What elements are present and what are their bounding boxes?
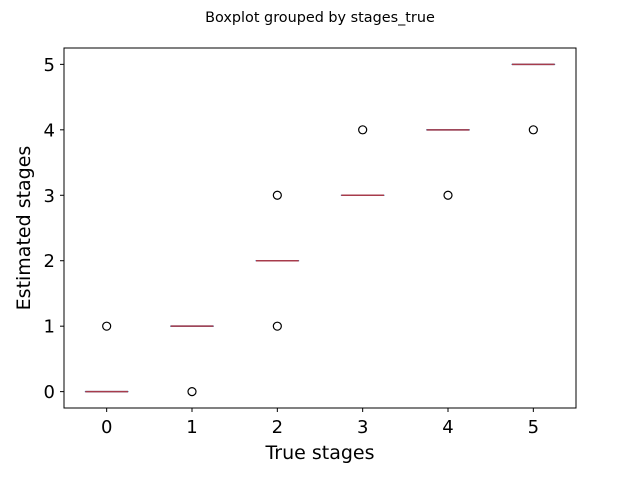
outlier-point-0-0 xyxy=(102,321,112,331)
outlier-point-2-1 xyxy=(272,190,282,200)
box-group-0 xyxy=(84,321,129,393)
chart-marks xyxy=(84,63,556,397)
y-tick-label-1: 1 xyxy=(44,317,55,338)
outlier-point-3-0 xyxy=(358,125,368,135)
y-tick-label-3: 3 xyxy=(44,186,55,207)
plot-frame xyxy=(63,47,577,409)
x-tick-label-2: 2 xyxy=(272,417,283,438)
y-tick-label-2: 2 xyxy=(44,251,55,272)
x-tick-label-3: 3 xyxy=(357,417,368,438)
y-tick-label-0: 0 xyxy=(44,382,55,403)
x-tick-label-0: 0 xyxy=(101,417,112,438)
x-tick-label-5: 5 xyxy=(528,417,539,438)
outlier-point-5-0 xyxy=(528,125,538,135)
outlier-point-4-0 xyxy=(443,190,453,200)
x-tick-label-1: 1 xyxy=(186,417,197,438)
y-axis-label: Estimated stages xyxy=(13,146,35,311)
box-group-3 xyxy=(340,125,385,197)
x-tick-label-4: 4 xyxy=(442,417,453,438)
axis-ticks: 0 1 2 3 4 5 0 1 2 3 4 5 xyxy=(44,55,540,438)
x-axis-label: True stages xyxy=(264,442,374,464)
chart-title: Boxplot grouped by stages_true xyxy=(205,10,435,26)
box-group-5 xyxy=(511,63,556,135)
box-group-1 xyxy=(170,325,214,397)
y-tick-label-5: 5 xyxy=(44,55,55,76)
box-group-4 xyxy=(426,129,470,200)
y-tick-label-4: 4 xyxy=(44,120,55,141)
box-group-2 xyxy=(255,190,300,331)
outlier-point-1-0 xyxy=(187,387,197,397)
outlier-point-2-0 xyxy=(272,321,282,331)
